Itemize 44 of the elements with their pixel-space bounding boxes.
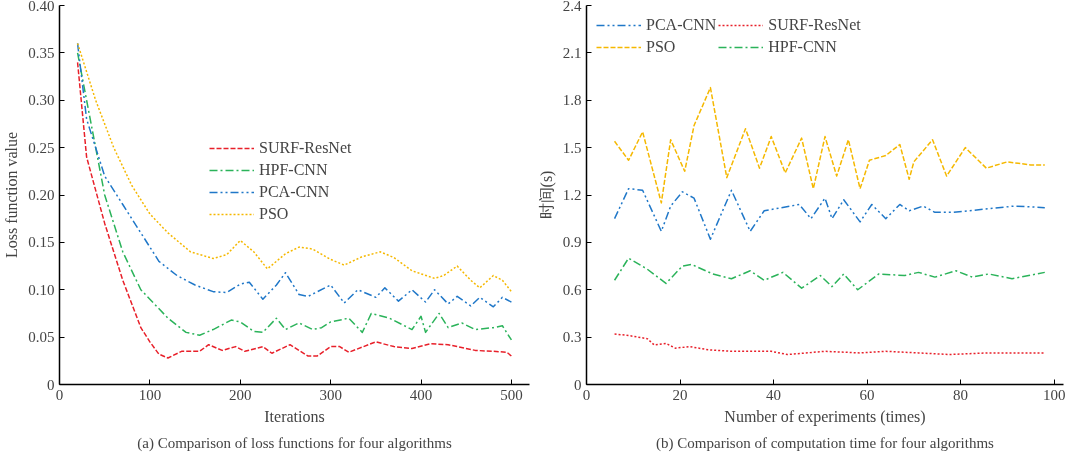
x-tick-label: 500 bbox=[500, 386, 523, 403]
legend-label: HPF-CNN bbox=[768, 38, 837, 56]
y-tick-label: 0.10 bbox=[28, 281, 55, 298]
x-tick-label: 400 bbox=[409, 386, 433, 403]
y-tick-label: 0.3 bbox=[562, 329, 582, 346]
y-tick-label: 0.30 bbox=[28, 92, 55, 109]
y-tick-label: 0.20 bbox=[28, 187, 55, 203]
legend-label: HPF-CNN bbox=[259, 161, 328, 179]
x-tick-label: 100 bbox=[1042, 386, 1066, 403]
x-tick-label: 300 bbox=[319, 386, 342, 403]
y-tick-label: 0.9 bbox=[562, 234, 582, 251]
legend-label: PSO bbox=[646, 38, 676, 56]
y-tick-label: 0.15 bbox=[28, 234, 55, 251]
legend-label: PCA-CNN bbox=[646, 16, 717, 34]
x-tick-label: 60 bbox=[859, 386, 875, 403]
x-tick-label: 200 bbox=[229, 386, 252, 403]
y-tick-label: 1.5 bbox=[562, 139, 582, 156]
y-tick-label: 1.2 bbox=[562, 187, 582, 203]
x-tick-label: 100 bbox=[138, 386, 162, 403]
y-tick-label: 2.1 bbox=[562, 44, 582, 61]
line-series bbox=[613, 86, 1046, 204]
y-axis-title: 时间(s) bbox=[537, 170, 556, 220]
x-axis-title: Number of experiments (times) bbox=[724, 407, 926, 426]
y-tick-label: 0.40 bbox=[28, 0, 55, 14]
y-tick-label: 0.25 bbox=[28, 139, 55, 156]
legend-label: PCA-CNN bbox=[259, 183, 330, 201]
legend-label: SURF-ResNet bbox=[259, 139, 352, 157]
x-axis-title: Iterations bbox=[264, 407, 325, 425]
y-tick-label: 0.35 bbox=[28, 44, 55, 61]
y-axis-title: Loss function value bbox=[3, 131, 21, 259]
text: (a) Comparison of loss functions for four algorithms bbox=[137, 434, 452, 452]
x-tick-label: 40 bbox=[766, 386, 782, 403]
y-tick-label: 2.4 bbox=[562, 0, 582, 14]
line-series bbox=[613, 333, 1046, 356]
text: (b) Comparison of computation time for four algorithms bbox=[656, 434, 995, 452]
line-series bbox=[613, 187, 1046, 240]
y-tick-label: 0.6 bbox=[562, 281, 582, 298]
y-tick-label: 1.8 bbox=[562, 92, 582, 109]
legend-label: SURF-ResNet bbox=[768, 16, 861, 34]
x-tick-label: 80 bbox=[953, 386, 969, 403]
legend-label: PSO bbox=[259, 205, 289, 223]
x-tick-label: 20 bbox=[672, 386, 688, 403]
y-tick-label: 0.05 bbox=[28, 329, 55, 346]
line-series bbox=[613, 257, 1046, 291]
